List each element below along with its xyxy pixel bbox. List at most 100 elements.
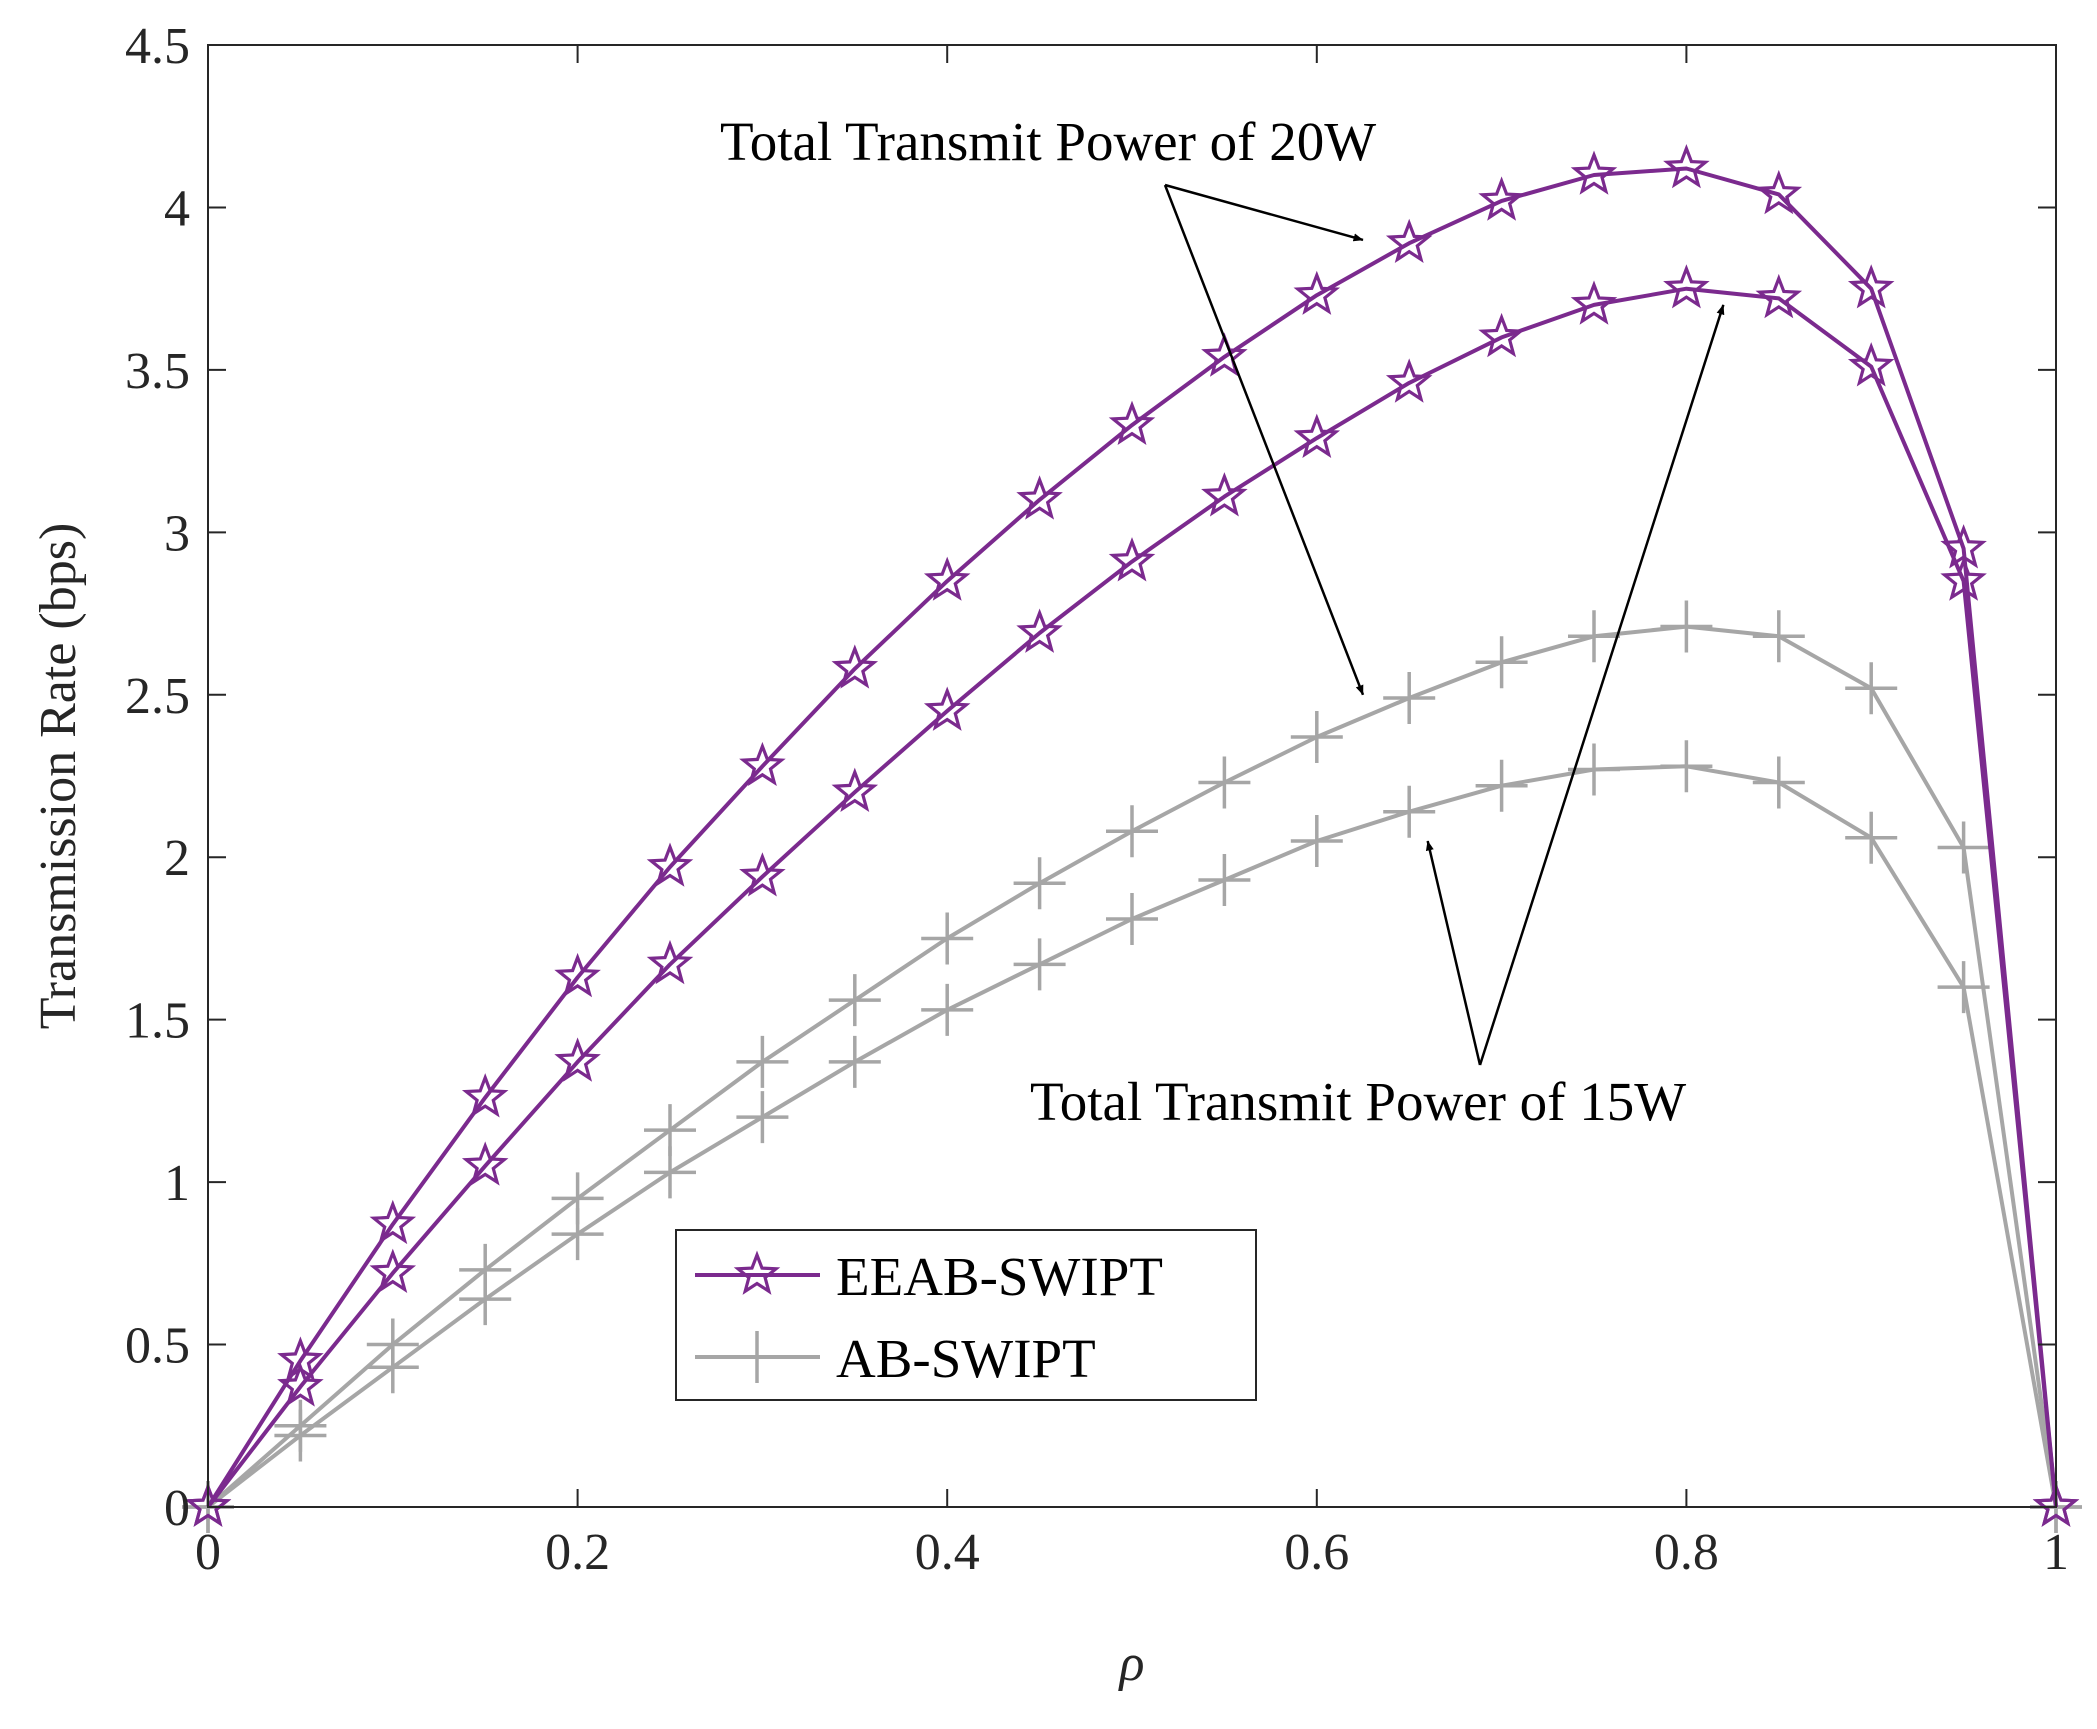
data-point xyxy=(921,912,974,965)
annotation-arrow xyxy=(1425,840,1482,1066)
data-point xyxy=(1940,556,1987,601)
annotation-15w: Total Transmit Power of 15W xyxy=(1030,1071,1686,1132)
data-point xyxy=(1016,608,1063,653)
data-point xyxy=(1755,273,1803,319)
data-point xyxy=(1385,218,1433,264)
y-tick-label: 3 xyxy=(164,505,190,562)
data-point xyxy=(1478,312,1525,358)
data-point xyxy=(1752,610,1805,663)
data-point xyxy=(831,767,879,813)
data-point xyxy=(1478,176,1525,221)
series-eeab-swipt-15w- xyxy=(184,264,2080,1527)
data-point xyxy=(1201,332,1248,377)
data-point xyxy=(1383,785,1436,838)
data-point xyxy=(1570,150,1618,195)
data-point xyxy=(828,974,881,1027)
data-point xyxy=(1293,270,1341,315)
data-point xyxy=(923,686,971,731)
plot-frame xyxy=(207,44,2057,1508)
data-point xyxy=(1198,756,1251,809)
data-point xyxy=(736,1091,789,1144)
data-point xyxy=(1660,740,1713,793)
y-tick-label: 2.5 xyxy=(125,668,190,725)
data-point xyxy=(736,1035,789,1088)
data-point xyxy=(1752,756,1805,809)
legend-label: EEAB-SWIPT xyxy=(836,1246,1163,1307)
y-tick-label: 4.5 xyxy=(125,18,190,75)
legend-label: AB-SWIPT xyxy=(836,1328,1096,1389)
x-axis-title: ρ xyxy=(1118,1635,1145,1692)
data-point xyxy=(184,1482,232,1527)
data-point xyxy=(828,1035,881,1088)
x-tick-label: 0.4 xyxy=(915,1524,980,1581)
data-point xyxy=(461,1141,509,1186)
data-point xyxy=(369,1248,417,1293)
data-point xyxy=(1660,600,1713,653)
y-tick-label: 0 xyxy=(164,1480,190,1537)
x-tick-label: 0.2 xyxy=(545,1524,610,1581)
y-tick-label: 1.5 xyxy=(125,993,190,1050)
data-point xyxy=(1663,144,1710,189)
data-point xyxy=(1475,759,1528,812)
series-line xyxy=(206,166,2058,1509)
data-point xyxy=(1016,475,1063,520)
data-point xyxy=(366,1341,419,1394)
x-tick-label: 0.8 xyxy=(1654,1524,1719,1581)
data-point xyxy=(274,1409,327,1462)
legend-entry: AB-SWIPT xyxy=(695,1328,1096,1389)
plus-icon xyxy=(731,1331,783,1383)
y-tick-label: 1 xyxy=(164,1155,190,1212)
data-point xyxy=(1108,537,1156,582)
x-tick-label: 0.6 xyxy=(1284,1524,1349,1581)
annotation-arrow xyxy=(1164,183,1364,242)
data-point xyxy=(1475,636,1528,689)
data-point xyxy=(1108,400,1156,445)
data-point xyxy=(1383,672,1436,725)
annotation-layer: Total Transmit Power of 20W Total Transmi… xyxy=(720,111,1725,1132)
data-point xyxy=(1201,472,1248,517)
data-point xyxy=(1568,610,1620,663)
y-axis-title: Transmission Rate (bps) xyxy=(30,523,87,1030)
data-point xyxy=(2032,1482,2080,1527)
data-point xyxy=(831,644,879,689)
data-point xyxy=(1847,342,1895,387)
data-point xyxy=(1290,814,1343,867)
legend-box xyxy=(675,1229,1257,1401)
data-point xyxy=(1937,821,1990,874)
data-point xyxy=(551,1208,604,1261)
data-point xyxy=(1013,938,1066,991)
y-tick-label: 3.5 xyxy=(125,343,190,400)
data-point xyxy=(644,1146,696,1199)
series-line xyxy=(206,286,2058,1509)
annotation-20w: Total Transmit Power of 20W xyxy=(720,111,1376,172)
data-point xyxy=(1385,358,1433,403)
y-tick-label: 4 xyxy=(164,180,190,237)
data-point xyxy=(554,1037,601,1082)
data-point xyxy=(1293,413,1341,458)
data-point xyxy=(921,983,974,1036)
legend-entry: EEAB-SWIPT xyxy=(695,1246,1163,1307)
data-point xyxy=(459,1273,512,1326)
y-tick-label: 2 xyxy=(164,830,190,887)
data-point xyxy=(1847,264,1895,309)
data-point xyxy=(1106,892,1158,945)
data-point xyxy=(923,556,971,601)
data-point xyxy=(1568,743,1620,796)
data-point xyxy=(1290,711,1343,764)
star-icon xyxy=(733,1250,781,1295)
data-point xyxy=(646,842,694,887)
data-point xyxy=(1755,169,1803,215)
x-tick-label: 0 xyxy=(195,1524,221,1581)
data-point xyxy=(554,952,601,998)
data-point xyxy=(646,939,694,985)
y-tick-label: 0.5 xyxy=(125,1318,190,1375)
data-point xyxy=(1198,853,1251,906)
data-point xyxy=(1013,857,1066,910)
data-point xyxy=(1937,961,1990,1014)
annotation-arrow xyxy=(1478,304,1725,1066)
data-point xyxy=(739,852,786,897)
data-point xyxy=(369,1199,417,1245)
x-tick-label: 1 xyxy=(2043,1524,2069,1581)
data-point xyxy=(1570,280,1618,325)
